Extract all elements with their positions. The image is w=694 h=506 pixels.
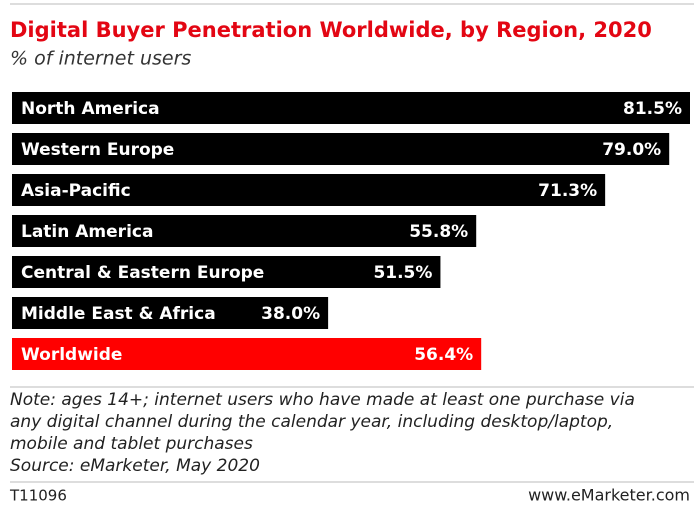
bar — [12, 256, 441, 288]
bar — [12, 174, 606, 206]
category-label: Worldwide — [21, 345, 122, 365]
value-label: 71.3% — [538, 181, 597, 201]
bar — [12, 133, 670, 165]
bar — [12, 297, 329, 329]
category-label: Asia-Pacific — [21, 181, 131, 201]
value-label: 38.0% — [261, 304, 320, 324]
bar — [12, 92, 690, 124]
chart-id: T11096 — [9, 487, 67, 505]
note-line: Source: eMarketer, May 2020 — [10, 456, 260, 476]
value-label: 79.0% — [602, 140, 661, 160]
category-label: Middle East & Africa — [21, 304, 216, 324]
value-label: 55.8% — [409, 222, 468, 242]
chart-subtitle: % of internet users — [10, 48, 191, 70]
bar — [12, 215, 477, 247]
chart-title: Digital Buyer Penetration Worldwide, by … — [10, 18, 652, 42]
bar — [12, 338, 482, 370]
brand: www.eMarketer.com — [528, 486, 690, 505]
category-label: Western Europe — [21, 140, 174, 160]
category-label: Central & Eastern Europe — [21, 263, 264, 283]
value-label: 56.4% — [414, 345, 473, 365]
note-line: any digital channel during the calendar … — [10, 412, 613, 432]
note-line: Note: ages 14+; internet users who have … — [10, 390, 635, 410]
category-label: Latin America — [21, 222, 153, 242]
category-label: North America — [21, 99, 160, 119]
value-label: 51.5% — [373, 263, 432, 283]
value-label: 81.5% — [623, 99, 682, 119]
note-line: mobile and tablet purchases — [10, 434, 253, 454]
